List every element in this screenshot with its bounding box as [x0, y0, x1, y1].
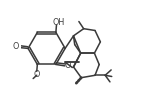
Text: O: O [64, 61, 71, 70]
Text: OH: OH [52, 18, 64, 27]
Text: O: O [34, 69, 40, 78]
Text: O: O [12, 42, 19, 51]
